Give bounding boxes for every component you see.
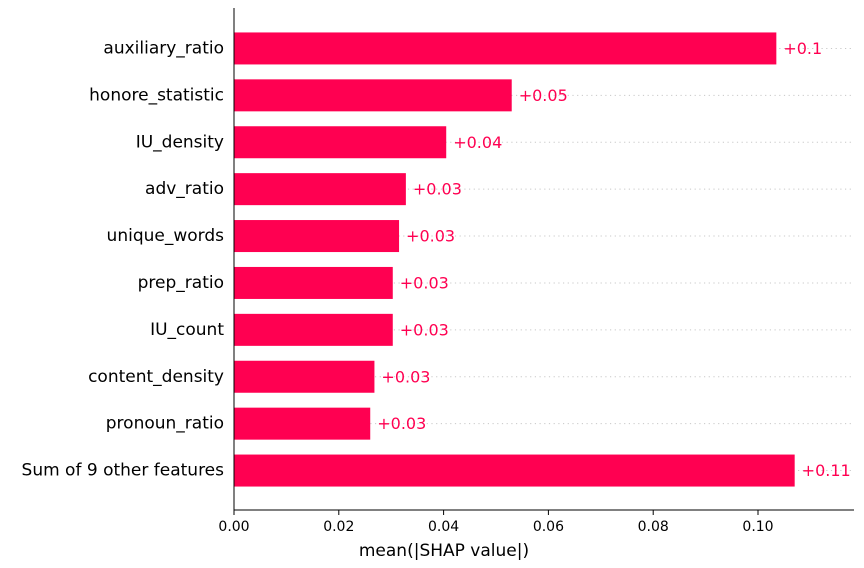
bar-unique-words xyxy=(234,220,400,253)
value-label: +0.04 xyxy=(453,133,502,152)
x-tick-label: 0.08 xyxy=(638,519,669,535)
x-tick-label: 0.06 xyxy=(533,519,564,535)
value-label: +0.05 xyxy=(519,86,568,105)
labels: auxiliary_ratio +0.1 honore_statistic +0.05… xyxy=(22,38,851,480)
value-label: +0.03 xyxy=(400,320,449,339)
x-axis-title: mean(|SHAP value|) xyxy=(359,541,529,561)
bar-prep-ratio xyxy=(234,266,393,299)
axes: 0.00 0.02 0.04 0.06 0.08 0.10 xyxy=(218,8,854,535)
value-label: +0.03 xyxy=(377,414,426,433)
bar-adv-ratio xyxy=(234,173,406,206)
value-label: +0.1 xyxy=(783,39,822,58)
bars xyxy=(234,32,795,487)
category-label: content_density xyxy=(88,367,224,387)
value-label: +0.11 xyxy=(802,461,851,480)
x-tick-label: 0.04 xyxy=(428,519,459,535)
x-tick-label: 0.10 xyxy=(742,519,773,535)
x-tick-label: 0.02 xyxy=(323,519,354,535)
category-label: IU_count xyxy=(150,320,224,340)
value-label: +0.03 xyxy=(381,367,430,386)
value-label: +0.03 xyxy=(406,227,455,246)
category-label: pronoun_ratio xyxy=(106,414,224,434)
x-tick-label: 0.00 xyxy=(218,519,249,535)
bar-auxiliary-ratio xyxy=(234,32,777,65)
bar-sum-of-9-other-features xyxy=(234,454,795,487)
grid-lines xyxy=(234,47,854,472)
category-label: Sum of 9 other features xyxy=(22,461,225,481)
bar-honore-statistic xyxy=(234,79,512,112)
value-label: +0.03 xyxy=(400,273,449,292)
category-label: prep_ratio xyxy=(138,273,224,293)
category-label: auxiliary_ratio xyxy=(103,38,224,58)
category-label: honore_statistic xyxy=(89,85,224,105)
category-label: adv_ratio xyxy=(145,179,224,199)
value-label: +0.03 xyxy=(413,180,462,199)
category-label: unique_words xyxy=(107,226,225,246)
bar-content-density xyxy=(234,360,375,393)
bar-iu-count xyxy=(234,313,393,346)
bar-pronoun-ratio xyxy=(234,407,371,440)
category-label: IU_density xyxy=(136,132,224,152)
bar-iu-density xyxy=(234,126,447,159)
